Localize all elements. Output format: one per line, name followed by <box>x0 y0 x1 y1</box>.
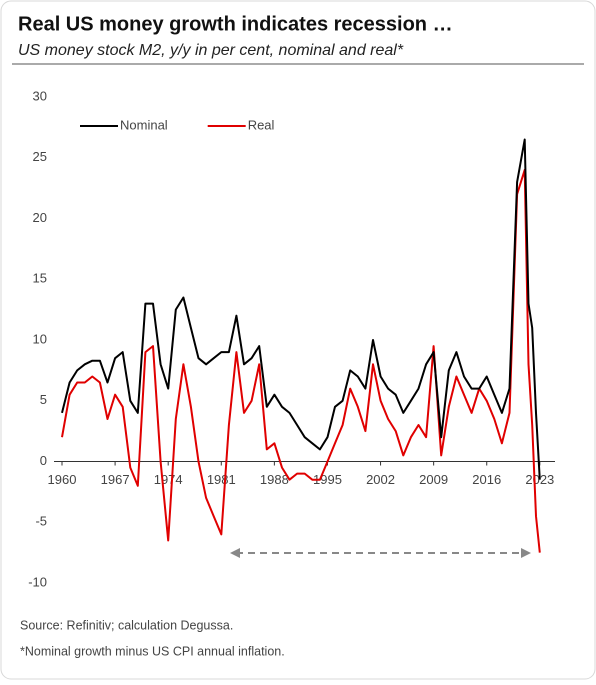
x-tick-label: 1995 <box>313 472 342 487</box>
series-line <box>61 138 541 480</box>
y-tick-label: 0 <box>40 453 47 468</box>
x-tick-label: 1967 <box>101 472 130 487</box>
x-tick-label: 2002 <box>366 472 395 487</box>
annotation-arrow <box>230 548 531 558</box>
source-note: Source: Refinitiv; calculation Degussa. <box>20 618 233 632</box>
y-tick-label: 20 <box>33 210 47 225</box>
x-tick-label: 1981 <box>207 472 236 487</box>
chart-title: Real US money growth indicates recession… <box>18 13 453 35</box>
x-tick-label: 1988 <box>260 472 289 487</box>
y-tick-label: 5 <box>40 392 47 407</box>
series-line <box>61 168 541 553</box>
y-tick-label: 25 <box>33 149 47 164</box>
footnote: *Nominal growth minus US CPI annual infl… <box>20 644 285 658</box>
x-tick-label: 1974 <box>154 472 183 487</box>
y-tick-label: 15 <box>33 271 47 286</box>
y-tick-label: 10 <box>33 331 47 346</box>
x-tick-label: 2016 <box>472 472 501 487</box>
chart-subtitle: US money stock M2, y/y in per cent, nomi… <box>18 42 404 59</box>
x-tick-label: 2009 <box>419 472 448 487</box>
x-tick-label: 1960 <box>48 472 77 487</box>
y-tick-label: -5 <box>35 514 47 529</box>
y-tick-label: 30 <box>33 88 47 103</box>
legend-label: Nominal <box>120 117 168 132</box>
y-tick-label: -10 <box>28 574 47 589</box>
legend-label: Real <box>248 117 275 132</box>
